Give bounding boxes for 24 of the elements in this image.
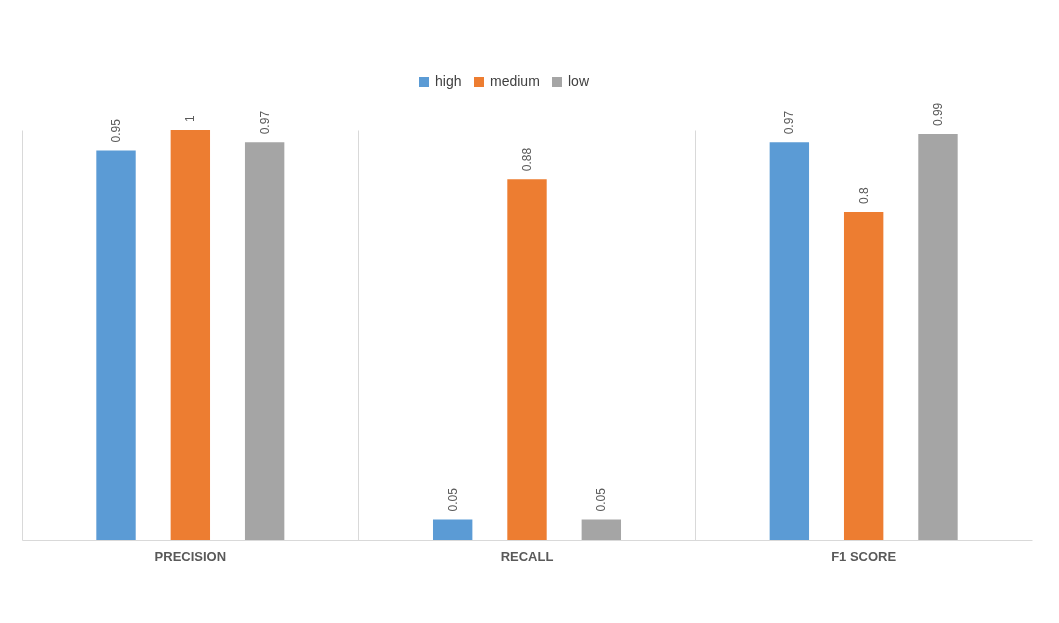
- data-label: 0.05: [445, 487, 460, 512]
- legend-label: high: [435, 73, 462, 89]
- bar: [581, 519, 622, 540]
- x-tick-label: RECALL: [500, 548, 554, 564]
- bar: [96, 150, 136, 540]
- data-label: 0.97: [782, 110, 797, 135]
- data-label: 0.95: [109, 118, 124, 143]
- legend-label: low: [568, 73, 590, 89]
- bar: [432, 519, 473, 540]
- data-label: 0.8: [856, 186, 871, 204]
- bar: [170, 130, 211, 540]
- bar: [918, 134, 958, 540]
- bar: [507, 179, 547, 540]
- legend-label: medium: [490, 73, 540, 89]
- x-tick-label: F1 SCORE: [831, 548, 897, 564]
- data-label: 0.99: [930, 102, 945, 127]
- data-label: 0.05: [594, 487, 609, 512]
- bar: [843, 212, 884, 540]
- data-label: 0.97: [257, 110, 272, 135]
- data-label: 0.88: [520, 147, 534, 172]
- bar: [244, 142, 285, 540]
- data-label: 1: [183, 115, 198, 122]
- bar: [769, 142, 810, 540]
- x-tick-label: PRECISION: [154, 548, 227, 564]
